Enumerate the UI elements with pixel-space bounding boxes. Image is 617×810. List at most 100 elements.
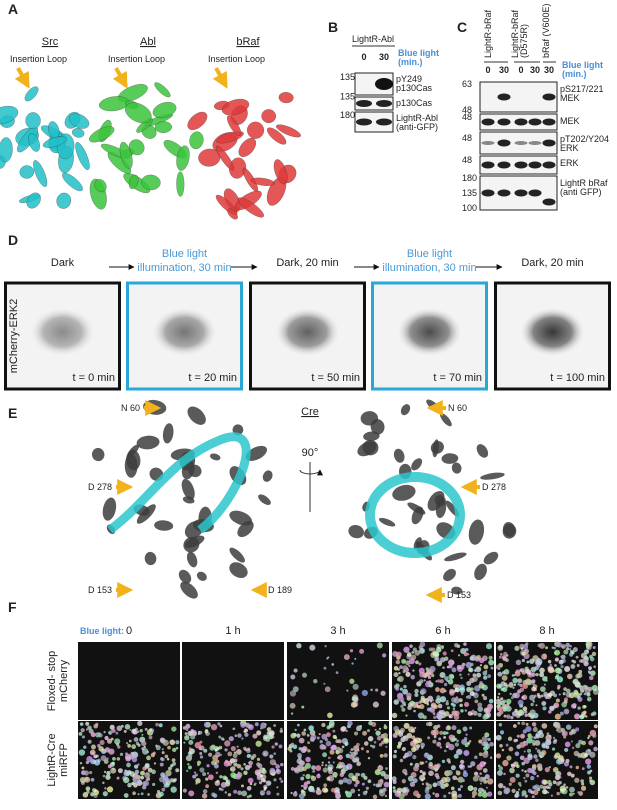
- cell: [523, 776, 526, 780]
- construct: bRaf (V600E): [541, 3, 551, 58]
- cell: [472, 775, 479, 782]
- cell: [449, 688, 455, 694]
- cell: [429, 700, 433, 703]
- cell: [322, 745, 327, 750]
- cell: [565, 758, 570, 763]
- structure: [75, 142, 90, 170]
- cell: [142, 748, 149, 755]
- cell: [254, 769, 262, 776]
- band: [514, 161, 528, 169]
- light-label: Blue light:: [80, 626, 124, 636]
- cell: [477, 792, 483, 797]
- cell: [465, 647, 469, 652]
- cell: [441, 777, 448, 784]
- cell: [563, 735, 567, 739]
- light-label: (min.): [562, 69, 587, 79]
- cell: [534, 739, 541, 746]
- cell: [340, 765, 344, 768]
- cell: [545, 739, 552, 746]
- cell: [591, 684, 598, 692]
- cell: [201, 793, 208, 799]
- cell: [399, 687, 403, 691]
- cell: [366, 729, 370, 733]
- cell: [319, 740, 323, 744]
- cell: [400, 704, 404, 708]
- cell: [435, 698, 441, 704]
- cell: [506, 714, 511, 719]
- cell: [344, 790, 349, 794]
- cell: [106, 786, 114, 793]
- cell: [206, 764, 210, 768]
- cell: [436, 660, 443, 667]
- cell: [360, 747, 364, 751]
- cell: [446, 700, 449, 703]
- structure: [125, 102, 152, 124]
- lane: 30: [530, 65, 540, 75]
- cell: [375, 688, 379, 692]
- cell: [498, 709, 504, 715]
- cell: [252, 733, 258, 739]
- cell: [584, 753, 589, 758]
- structure: [56, 192, 72, 209]
- cell: [423, 679, 426, 682]
- cell: [203, 748, 208, 753]
- cell: [432, 792, 435, 795]
- cell: [442, 651, 447, 656]
- cell: [111, 728, 116, 733]
- cell: [392, 733, 398, 738]
- cell: [444, 676, 449, 681]
- cell: [476, 764, 483, 771]
- structure: [476, 444, 489, 458]
- cell: [133, 764, 139, 769]
- cell: [300, 776, 305, 781]
- band: [542, 198, 556, 206]
- cell: [224, 791, 227, 794]
- cell: [351, 775, 357, 781]
- cell: [84, 776, 91, 783]
- cell: [533, 754, 538, 759]
- cell: [592, 734, 595, 737]
- cell: [426, 702, 430, 706]
- cell: [547, 659, 552, 664]
- cell: [161, 748, 164, 751]
- cell: [344, 741, 349, 746]
- structure: [71, 128, 85, 138]
- cell: [451, 790, 458, 797]
- structure: [221, 98, 250, 116]
- cell: [582, 704, 586, 709]
- cell: [557, 684, 561, 689]
- cell: [312, 770, 315, 773]
- cell: [547, 666, 555, 674]
- loop-label: Insertion Loop: [10, 54, 67, 64]
- cell: [296, 723, 300, 727]
- cell: [131, 756, 138, 763]
- cell: [79, 777, 86, 783]
- cell: [521, 658, 526, 663]
- blot: [479, 81, 558, 113]
- time: t = 70 min: [433, 372, 482, 384]
- cell: [373, 740, 377, 744]
- cell: [316, 736, 320, 740]
- cell: [564, 666, 571, 672]
- cell: [451, 725, 457, 731]
- cell: [99, 740, 105, 746]
- cell: [106, 738, 113, 744]
- cell: [521, 761, 525, 766]
- cell: [520, 668, 525, 673]
- cell: [327, 712, 333, 719]
- cell: [409, 781, 416, 787]
- cell: [545, 646, 549, 650]
- cell: [90, 777, 95, 782]
- cell: [240, 722, 246, 728]
- cell: [467, 741, 470, 745]
- cell: [148, 735, 153, 740]
- cell: [563, 649, 569, 655]
- cell: [450, 786, 455, 791]
- cell: [184, 735, 190, 741]
- cell: [519, 704, 523, 708]
- cell: [484, 732, 490, 738]
- cell: [296, 733, 301, 738]
- cell: [439, 730, 444, 735]
- cell: [141, 740, 147, 747]
- cell: [233, 751, 237, 754]
